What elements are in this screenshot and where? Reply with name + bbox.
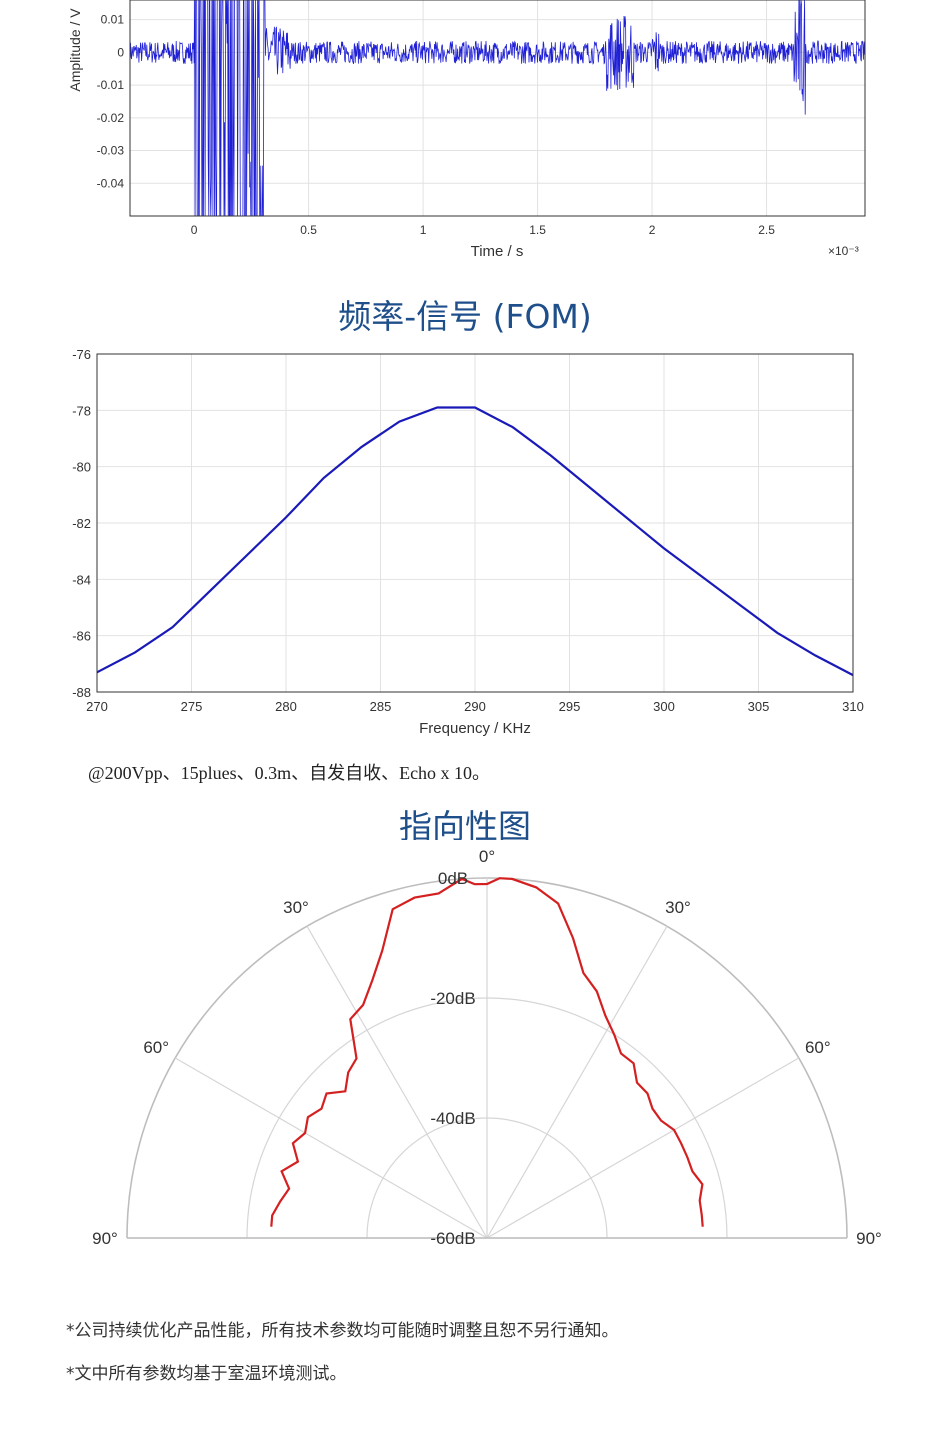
time-x-tick-label: 0.5 <box>300 223 317 237</box>
fom-y-tick-label: -88 <box>72 685 91 700</box>
fom-y-tick-label: -78 <box>72 403 91 418</box>
test-condition: @200Vpp、15plues、0.3m、自发自收、Echo x 10。 <box>88 763 491 783</box>
polar-grid-spoke <box>486 1057 800 1239</box>
polar-angle-label: 60° <box>143 1038 169 1057</box>
polar-angle-label: 30° <box>665 898 691 917</box>
time-y-tick-label: -0.02 <box>97 111 125 125</box>
fom-x-tick-label: 290 <box>464 699 486 714</box>
directivity-title: 指向性图 <box>399 807 531 846</box>
time-x-tick-label: 1 <box>420 223 427 237</box>
polar-radius-label: -20dB <box>430 989 475 1008</box>
fom-y-tick-label: -84 <box>72 572 91 587</box>
polar-angle-label: 0° <box>479 847 495 866</box>
fom-chart-title: 频率-信号 (FOM) <box>338 297 592 336</box>
time-x-tick-label: 0 <box>191 223 198 237</box>
fom-xlabel: Frequency / KHz <box>419 720 531 737</box>
fom-x-tick-label: 285 <box>370 699 392 714</box>
directivity-chart: 90° 60° 30° 0° 30° 60° 90° 0dB -20dB -40dB -60dB <box>40 840 886 1258</box>
polar-angle-label: 60° <box>805 1038 831 1057</box>
time-y-tick-label: -0.01 <box>97 78 125 92</box>
time-y-tick-label: -0.04 <box>97 176 125 190</box>
polar-radius-label: 0dB <box>438 869 468 888</box>
time-series-line <box>129 0 866 217</box>
time-y-tick-label: 0 <box>117 45 124 59</box>
polar-angle-label: 30° <box>283 898 309 917</box>
fom-x-tick-label: 270 <box>86 699 108 714</box>
fom-x-tick-label: 295 <box>559 699 581 714</box>
polar-angle-label: 90° <box>856 1229 882 1248</box>
fom-y-tick-label: -76 <box>72 347 91 362</box>
directivity-series-line <box>270 877 704 1227</box>
polar-radius-label: -60dB <box>430 1229 475 1248</box>
time-x-tick-label: 2 <box>649 223 656 237</box>
polar-grid-spoke <box>306 925 488 1239</box>
fom-x-tick-label: 275 <box>181 699 203 714</box>
time-xlabel: Time / s <box>471 243 524 260</box>
fom-x-tick-label: 305 <box>748 699 770 714</box>
fom-x-tick-label: 280 <box>275 699 297 714</box>
polar-grid-spoke <box>174 1057 488 1239</box>
time-x-multiplier: ×10⁻³ <box>828 244 859 258</box>
time-y-tick-label: 0.01 <box>101 13 125 27</box>
polar-angle-label: 90° <box>92 1229 118 1248</box>
fom-chart: -76 -78 -80 -82 -84 -86 -88 270 275 280 285 290 295… <box>40 340 890 750</box>
fom-x-tick-label: 310 <box>842 699 864 714</box>
time-x-tick-label: 2.5 <box>758 223 775 237</box>
polar-grid-spoke <box>486 925 668 1239</box>
time-chart: 0.01 0 -0.01 -0.02 -0.03 -0.04 0 0.5 1 1.5 2 2.5 A… <box>40 0 890 265</box>
time-y-tick-label: -0.03 <box>97 144 125 158</box>
fom-y-tick-label: -82 <box>72 516 91 531</box>
fom-y-tick-label: -80 <box>72 460 91 475</box>
fom-y-tick-label: -86 <box>72 629 91 644</box>
polar-radius-label: -40dB <box>430 1109 475 1128</box>
fom-series-line <box>96 406 854 677</box>
time-ylabel: Amplitude / V <box>67 8 83 92</box>
note-line-1: *公司持续优化产品性能，所有技术参数均可能随时调整且恕不另行通知。 <box>66 1321 619 1341</box>
time-x-tick-label: 1.5 <box>529 223 546 237</box>
note-line-2: *文中所有参数均基于室温环境测试。 <box>66 1364 347 1384</box>
fom-x-tick-label: 300 <box>653 699 675 714</box>
